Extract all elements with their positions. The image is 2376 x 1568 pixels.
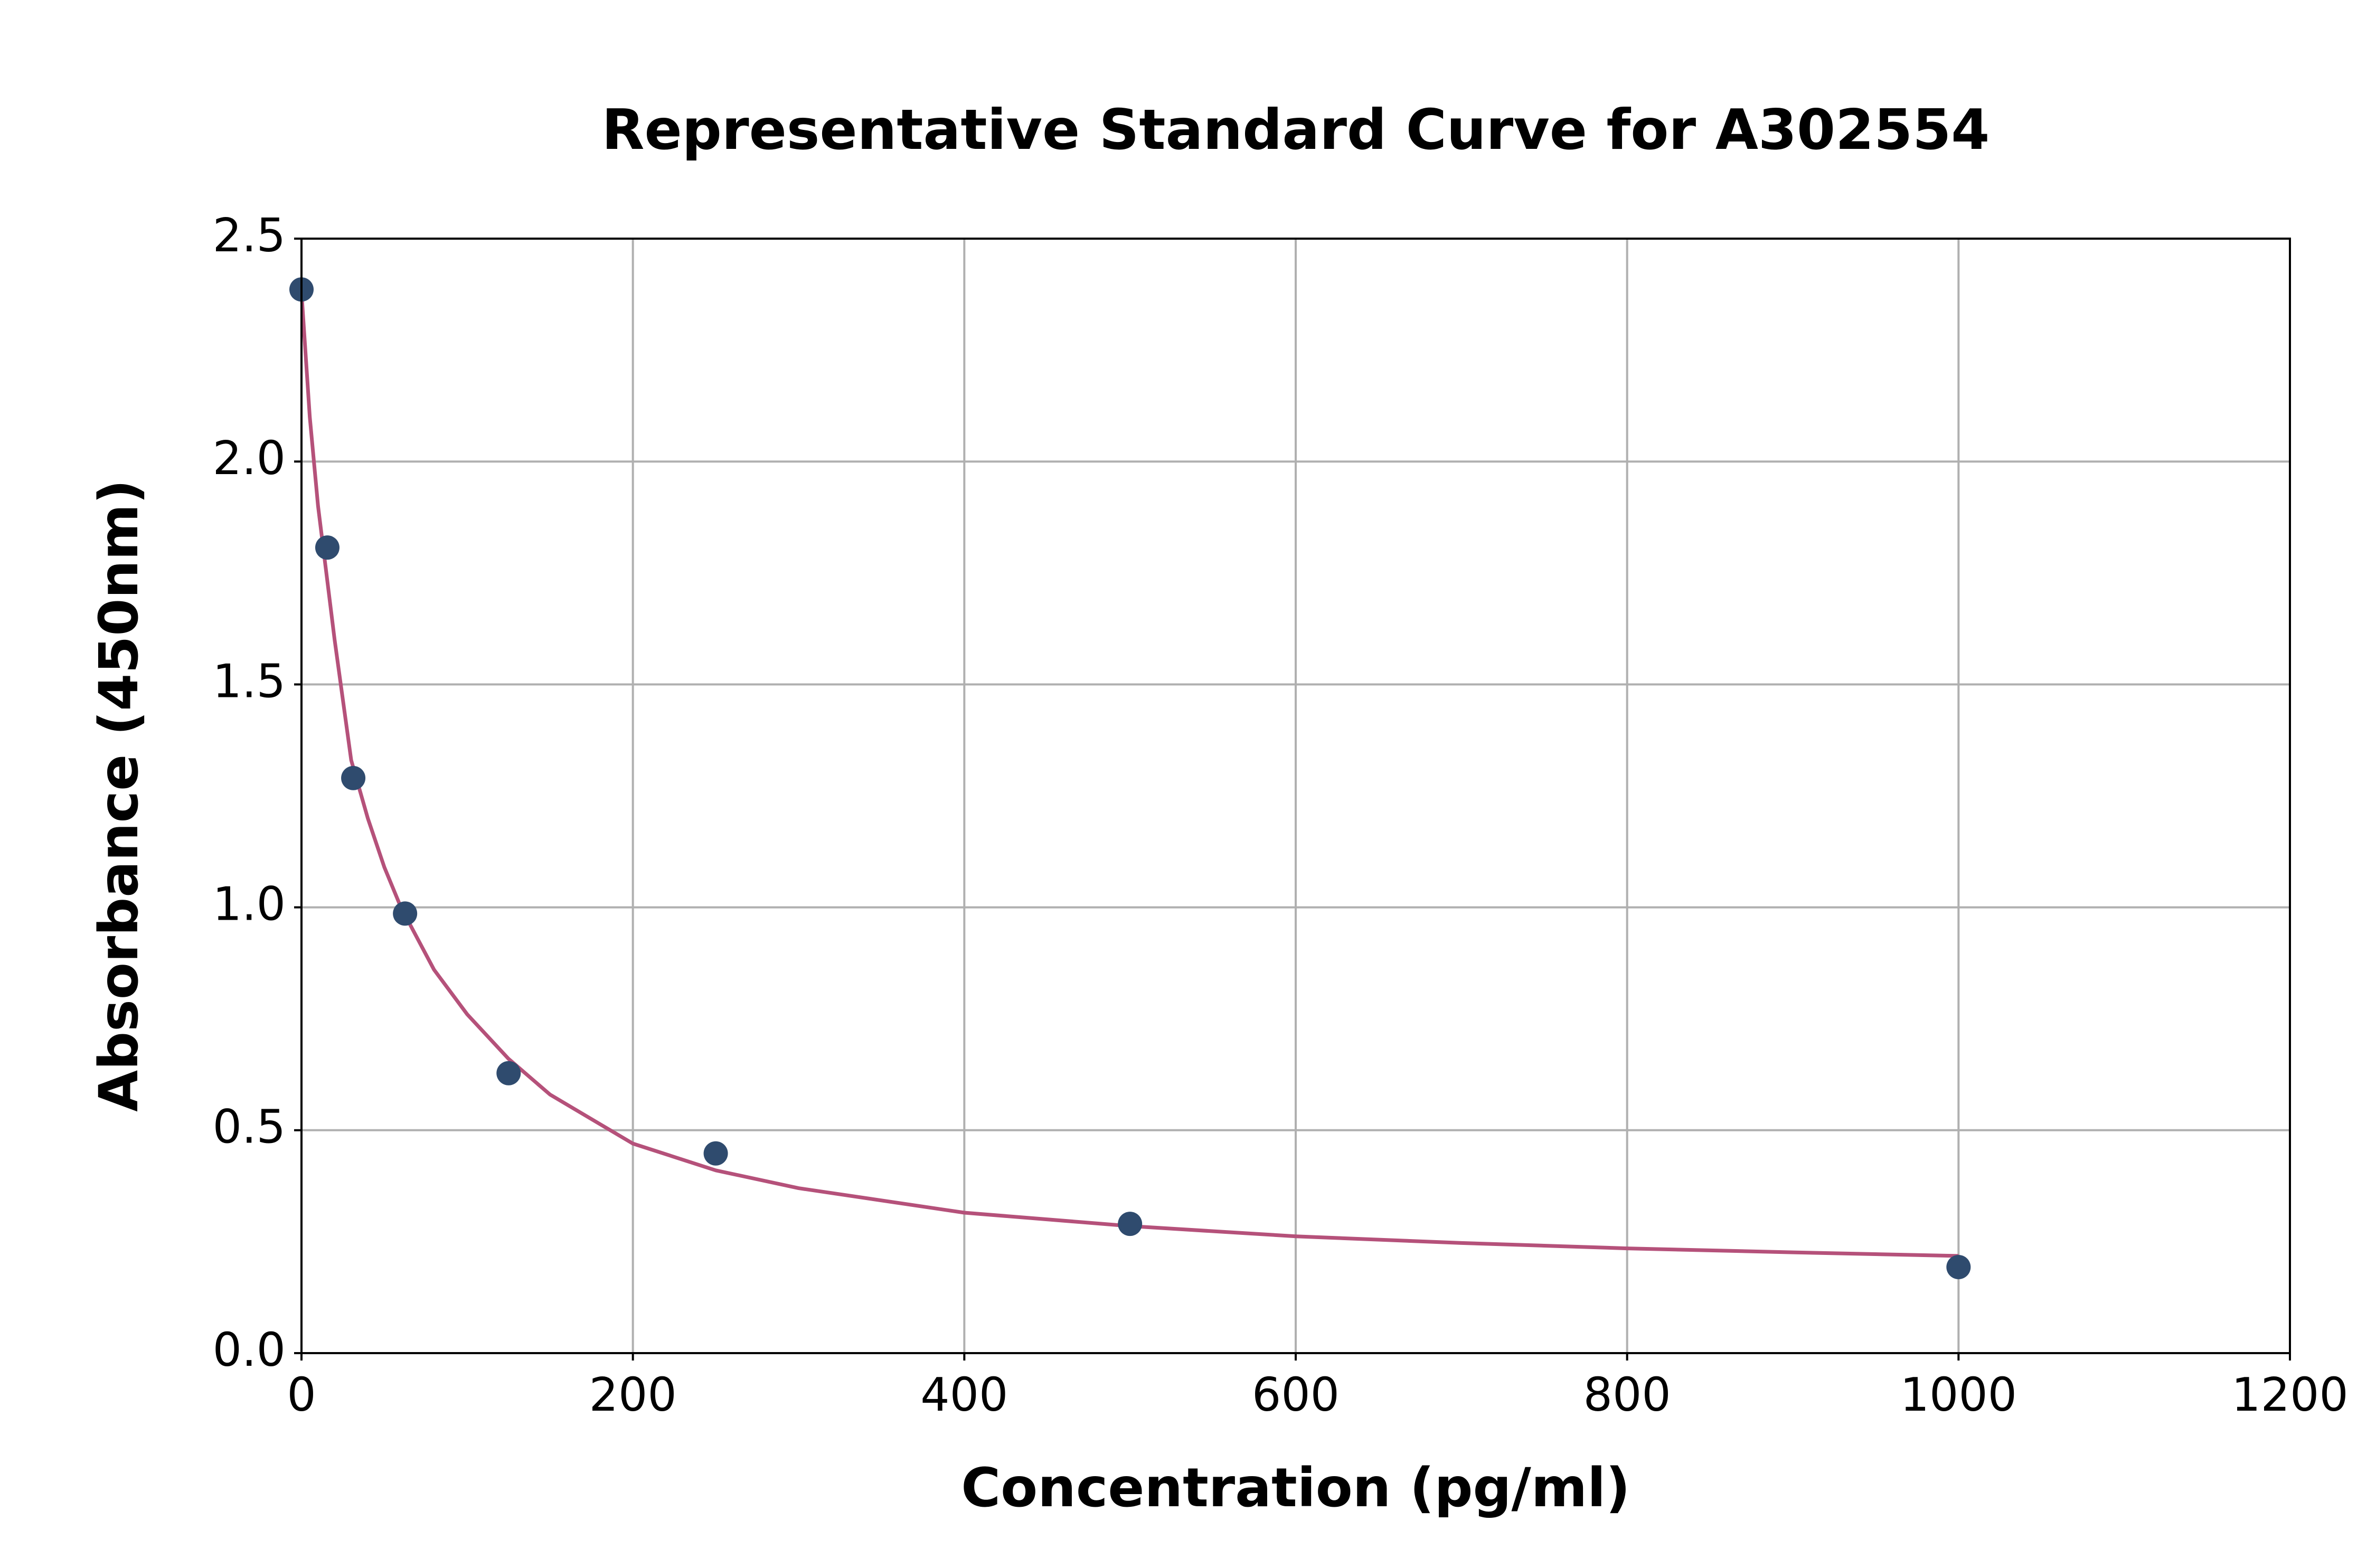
x-tick-label: 0	[287, 1368, 316, 1422]
chart-title: Representative Standard Curve for A30255…	[602, 98, 1990, 162]
x-tick-label: 1200	[2231, 1368, 2348, 1422]
y-tick-label: 1.0	[213, 877, 286, 931]
plot-frame	[300, 238, 2291, 1354]
y-tick-label: 1.5	[213, 654, 286, 708]
y-tick-label: 0.5	[213, 1100, 286, 1154]
x-tick-label: 400	[920, 1368, 1008, 1422]
x-tick-label: 600	[1252, 1368, 1340, 1422]
data-point	[1118, 1212, 1143, 1236]
y-tick-label: 2.0	[213, 431, 286, 485]
x-axis-label: Concentration (pg/ml)	[961, 1457, 1630, 1519]
y-tick-label: 0.0	[213, 1323, 286, 1377]
x-tick-label: 200	[589, 1368, 677, 1422]
fit-curve	[299, 292, 1959, 1258]
x-tick-label: 800	[1583, 1368, 1671, 1422]
data-point	[341, 766, 366, 790]
x-tick-label: 1000	[1900, 1368, 2017, 1422]
data-point	[496, 1061, 521, 1085]
data-point	[703, 1141, 728, 1166]
y-tick-label: 2.5	[213, 209, 286, 262]
data-point	[1946, 1255, 1971, 1280]
y-axis-label: Absorbance (450nm)	[88, 479, 150, 1112]
data-point	[393, 901, 418, 926]
data-point	[315, 535, 340, 560]
